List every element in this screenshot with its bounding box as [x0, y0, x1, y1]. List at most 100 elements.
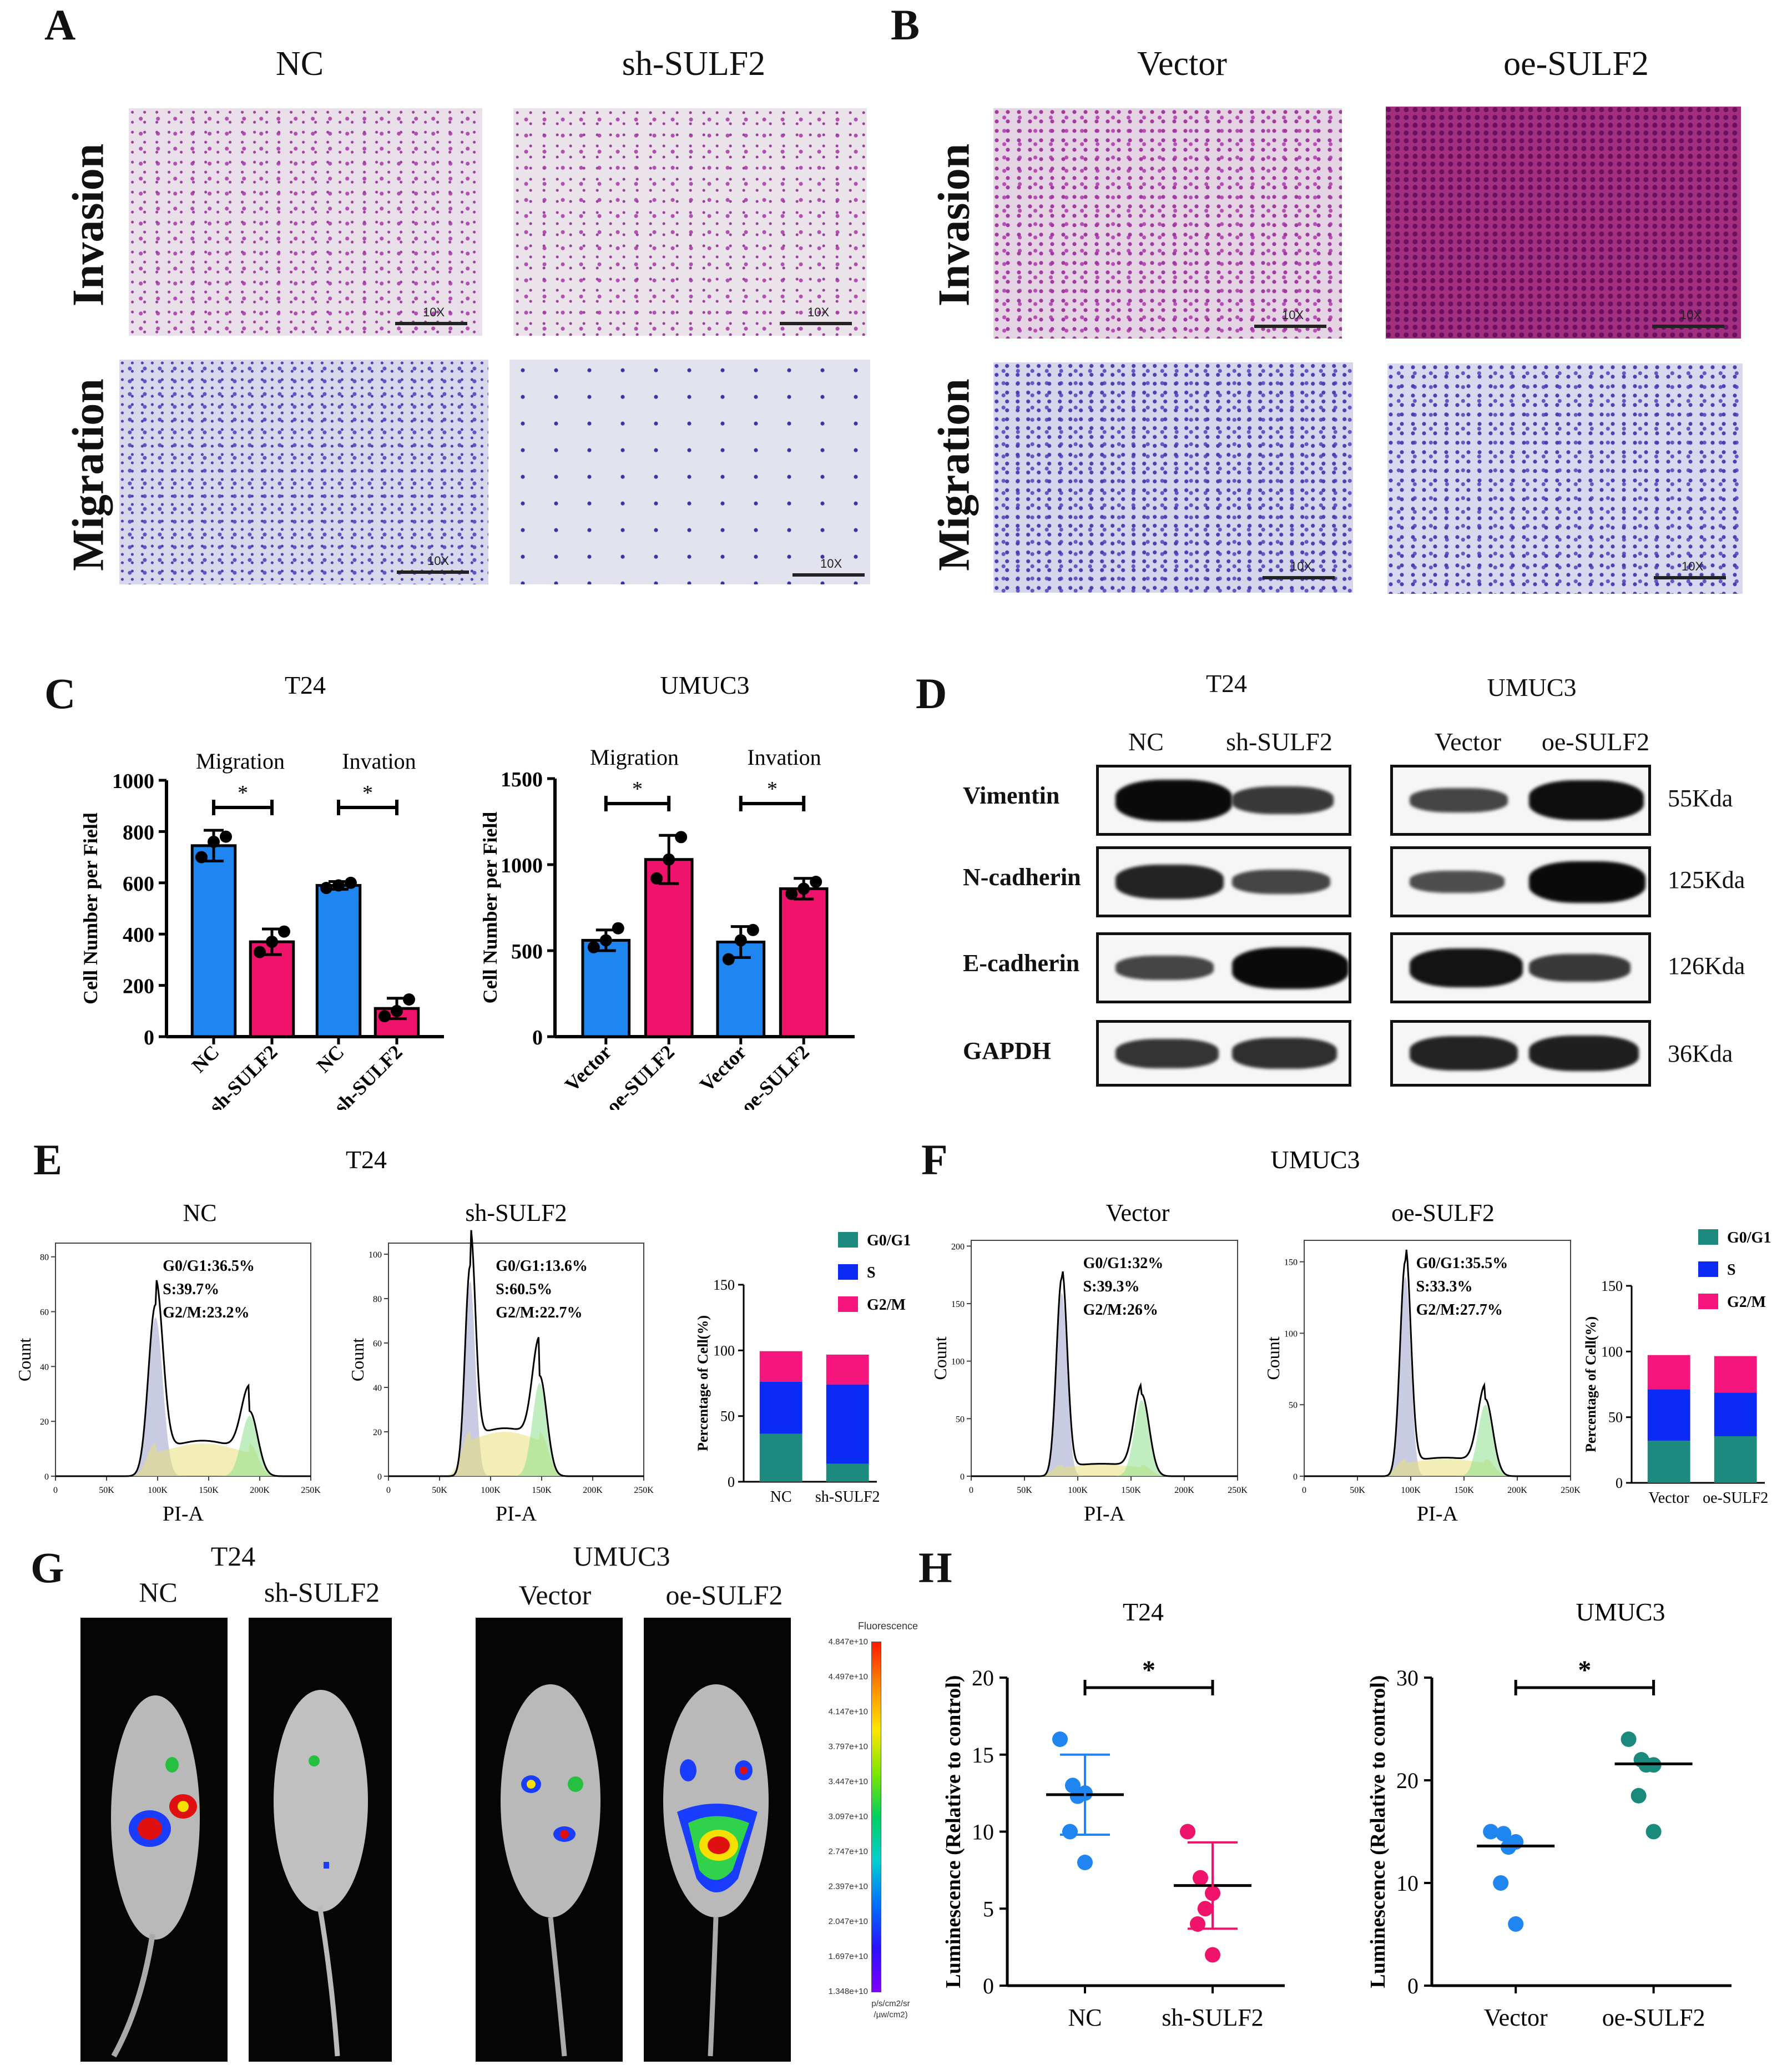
panel-label-h: H	[918, 1543, 952, 1592]
legend-swatch	[1698, 1261, 1718, 1277]
stacked-segment	[826, 1354, 869, 1385]
wb-membrane-umuc3	[1390, 765, 1651, 836]
wb-protein-label: E-cadherin	[963, 950, 1080, 977]
significance-star: *	[632, 777, 643, 801]
legend-label: S	[867, 1264, 876, 1281]
wb-band	[1410, 948, 1523, 987]
data-point	[810, 876, 822, 888]
data-point	[195, 851, 208, 864]
legend-label: G2/M	[1727, 1294, 1766, 1311]
panel-b-row-invasion: Invasion	[930, 143, 979, 307]
g-cell-line-t24: T24	[210, 1541, 256, 1572]
g-lane-oesulf2: oe-SULF2	[665, 1579, 783, 1610]
y-tick-label: 0	[960, 1472, 965, 1482]
x-tick-label: 150K	[199, 1486, 219, 1495]
group-title: T24	[346, 1145, 387, 1174]
colorbar-title: Fluorescence	[857, 1620, 918, 1632]
y-tick-label: 1000	[112, 770, 154, 793]
panel-label-a: A	[44, 1, 76, 49]
x-tick-label: NC	[312, 1041, 349, 1077]
wb-membrane-t24	[1096, 932, 1351, 1003]
y-tick-label: 500	[511, 940, 543, 963]
wb-lane-nc: NC	[1128, 728, 1164, 756]
phase-annotation: G0/G1:35.5%	[1416, 1255, 1508, 1272]
micrograph-a-invasion-nc: 10X	[129, 108, 482, 336]
wb-kda-label: 126Kda	[1668, 952, 1745, 980]
data-point	[1645, 1824, 1662, 1840]
phase-annotation: G2/M:27.7%	[1416, 1301, 1503, 1319]
histogram-title: NC	[183, 1199, 216, 1226]
y-tick-label: 100	[713, 1342, 735, 1359]
data-point	[1197, 1901, 1213, 1917]
y-tick-label: 10	[972, 1820, 994, 1845]
legend-swatch	[838, 1264, 858, 1280]
data-point	[403, 993, 415, 1006]
data-point	[208, 835, 220, 848]
y-tick-label: 0	[532, 1026, 543, 1049]
wb-protein-label: N-cadherin	[963, 864, 1081, 891]
wb-lane-vector: Vector	[1434, 728, 1502, 756]
colorbar-units-2: /µw/cm2)	[874, 2010, 908, 2019]
y-tick-label: 1000	[501, 854, 543, 877]
stacked-segment	[759, 1381, 802, 1434]
x-tick-label: 150K	[1121, 1486, 1141, 1495]
y-axis-label: Cell Number per Field	[479, 812, 501, 1004]
group-label-migration: Migration	[590, 745, 679, 770]
group-label-migration: Migration	[196, 749, 285, 774]
y-tick-label: 50	[720, 1408, 735, 1425]
g-lane-shsulf2: sh-SULF2	[264, 1577, 380, 1608]
wb-protein-label: Vimentin	[963, 782, 1060, 809]
x-tick-label: 250K	[1228, 1486, 1248, 1495]
data-point	[1180, 1824, 1195, 1840]
y-tick-label: 20	[1396, 1768, 1419, 1793]
x-tick-label: 250K	[1561, 1486, 1581, 1495]
colorbar	[871, 1642, 881, 1992]
micrograph-b-migration-vector: 10X	[993, 362, 1353, 593]
bar	[315, 883, 362, 1038]
data-point	[220, 830, 232, 843]
y-tick-label: 0	[983, 1973, 994, 1998]
micrograph-b-invasion-vector: 10X	[993, 108, 1342, 339]
stacked-segment	[1647, 1355, 1690, 1390]
x-tick-label: 50K	[1017, 1486, 1032, 1495]
g-cell-line-umuc3: UMUC3	[573, 1541, 670, 1572]
y-tick-label: 80	[40, 1253, 49, 1263]
x-tick-label: oe-SULF2	[1602, 2004, 1705, 2031]
stacked-segment	[759, 1433, 802, 1482]
x-tick-label: 250K	[634, 1486, 654, 1495]
y-tick-label: 200	[951, 1242, 965, 1251]
data-point	[278, 925, 290, 938]
s-phase-area	[971, 1465, 1238, 1476]
stacked-segment	[1714, 1436, 1757, 1483]
phase-annotation: G2/M:23.2%	[163, 1304, 249, 1321]
data-point	[1193, 1870, 1208, 1886]
x-tick-label: Vector	[1649, 1490, 1690, 1507]
y-axis-label: Luminescence (Relative to control)	[1366, 1675, 1390, 1988]
colorbar-tick-label: 2.747e+10	[828, 1847, 868, 1856]
y-tick-label: 150	[1601, 1278, 1623, 1294]
chart-title: UMUC3	[1576, 1598, 1665, 1626]
y-tick-label: 0	[144, 1026, 154, 1049]
data-point	[332, 879, 345, 892]
y-axis-label: Count	[347, 1338, 367, 1381]
wb-band	[1410, 871, 1505, 893]
y-tick-label: 20	[972, 1665, 994, 1690]
data-point	[663, 853, 675, 866]
x-tick-label: 50K	[432, 1486, 447, 1495]
mouse-image-vector	[476, 1618, 623, 2062]
phase-annotation: S:33.3%	[1416, 1278, 1473, 1295]
wb-band	[1115, 865, 1224, 899]
x-tick-label: NC	[188, 1041, 224, 1077]
panel-a-row-invasion: Invasion	[64, 143, 113, 307]
chart-c: T24 Migration Invation Cell Number per Fiel…	[79, 671, 855, 1110]
histogram-title: oe-SULF2	[1391, 1199, 1495, 1226]
wb-band	[1115, 1038, 1219, 1068]
group-label-invation: Invation	[342, 749, 416, 774]
bar	[190, 844, 237, 1038]
data-point	[1508, 1916, 1524, 1932]
stacked-segment	[1714, 1356, 1757, 1393]
wb-lane-shsulf2: sh-SULF2	[1226, 728, 1332, 756]
x-tick-label: NC	[1068, 2004, 1102, 2031]
significance-star: *	[238, 781, 248, 805]
